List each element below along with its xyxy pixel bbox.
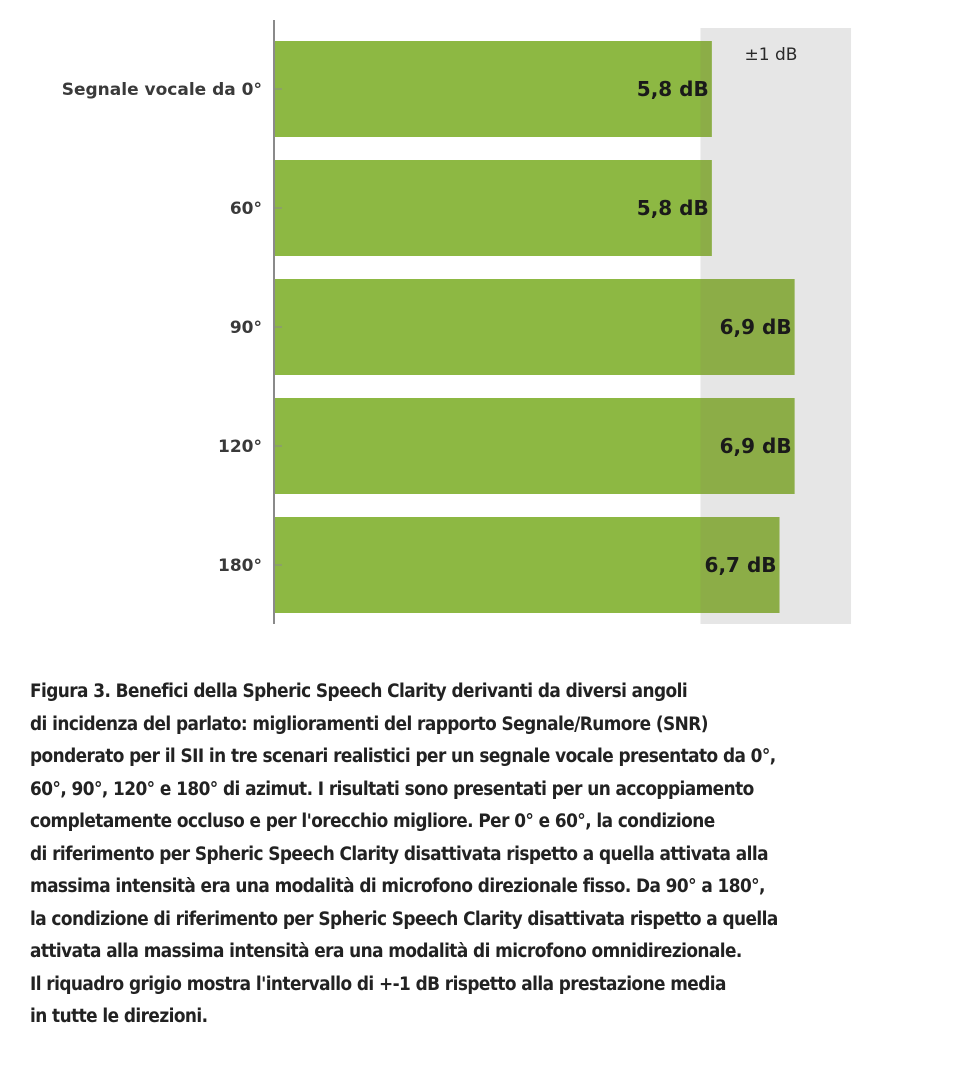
caption-line: la condizione di riferimento per Spheric… <box>30 908 778 930</box>
figure-caption: Figura 3. Benefici della Spheric Speech … <box>30 676 895 1034</box>
bar-band-overlap <box>700 160 712 256</box>
caption-line: di riferimento per Spheric Speech Clarit… <box>30 843 768 865</box>
band-label: ±1 dB <box>745 45 798 65</box>
caption-line: 60°, 90°, 120° e 180° di azimut. I risul… <box>30 778 754 800</box>
value-label: 5,8 dB <box>637 196 709 220</box>
category-label: 90° <box>230 318 262 338</box>
bar <box>275 41 712 137</box>
caption-line: ponderato per il SII in tre scenari real… <box>30 746 776 767</box>
bar-band-overlap <box>700 279 795 375</box>
caption-line: di incidenza del parlato: miglioramenti … <box>30 713 708 735</box>
caption-line: Il riquadro grigio mostra l'intervallo d… <box>30 973 726 995</box>
caption-line: completamente occluso e per l'orecchio m… <box>30 811 715 832</box>
bar <box>275 517 780 613</box>
caption-line: in tutte le direzioni. <box>30 1006 208 1027</box>
bar-band-overlap <box>700 517 780 613</box>
value-label: 5,8 dB <box>637 77 709 101</box>
category-label: 180° <box>218 556 262 576</box>
value-label: 6,9 dB <box>720 434 792 458</box>
caption-line: attivata alla massima intensità era una … <box>30 941 742 962</box>
bar-chart: Segnale vocale da 0° 5,8 dB 60° 5,8 dB 90° 6,… <box>62 20 852 624</box>
caption-line: Figura 3. Benefici della Spheric Speech … <box>30 681 688 702</box>
category-label: Segnale vocale da 0° <box>62 80 262 100</box>
value-label: 6,9 dB <box>720 315 792 339</box>
category-label: 120° <box>218 437 262 457</box>
value-label: 6,7 dB <box>705 553 777 577</box>
bar-band-overlap <box>700 41 712 137</box>
caption-line: massima intensità era una modalità di mi… <box>30 876 765 897</box>
category-label: 60° <box>230 199 262 219</box>
bar <box>275 160 712 256</box>
bar-band-overlap <box>700 398 795 494</box>
